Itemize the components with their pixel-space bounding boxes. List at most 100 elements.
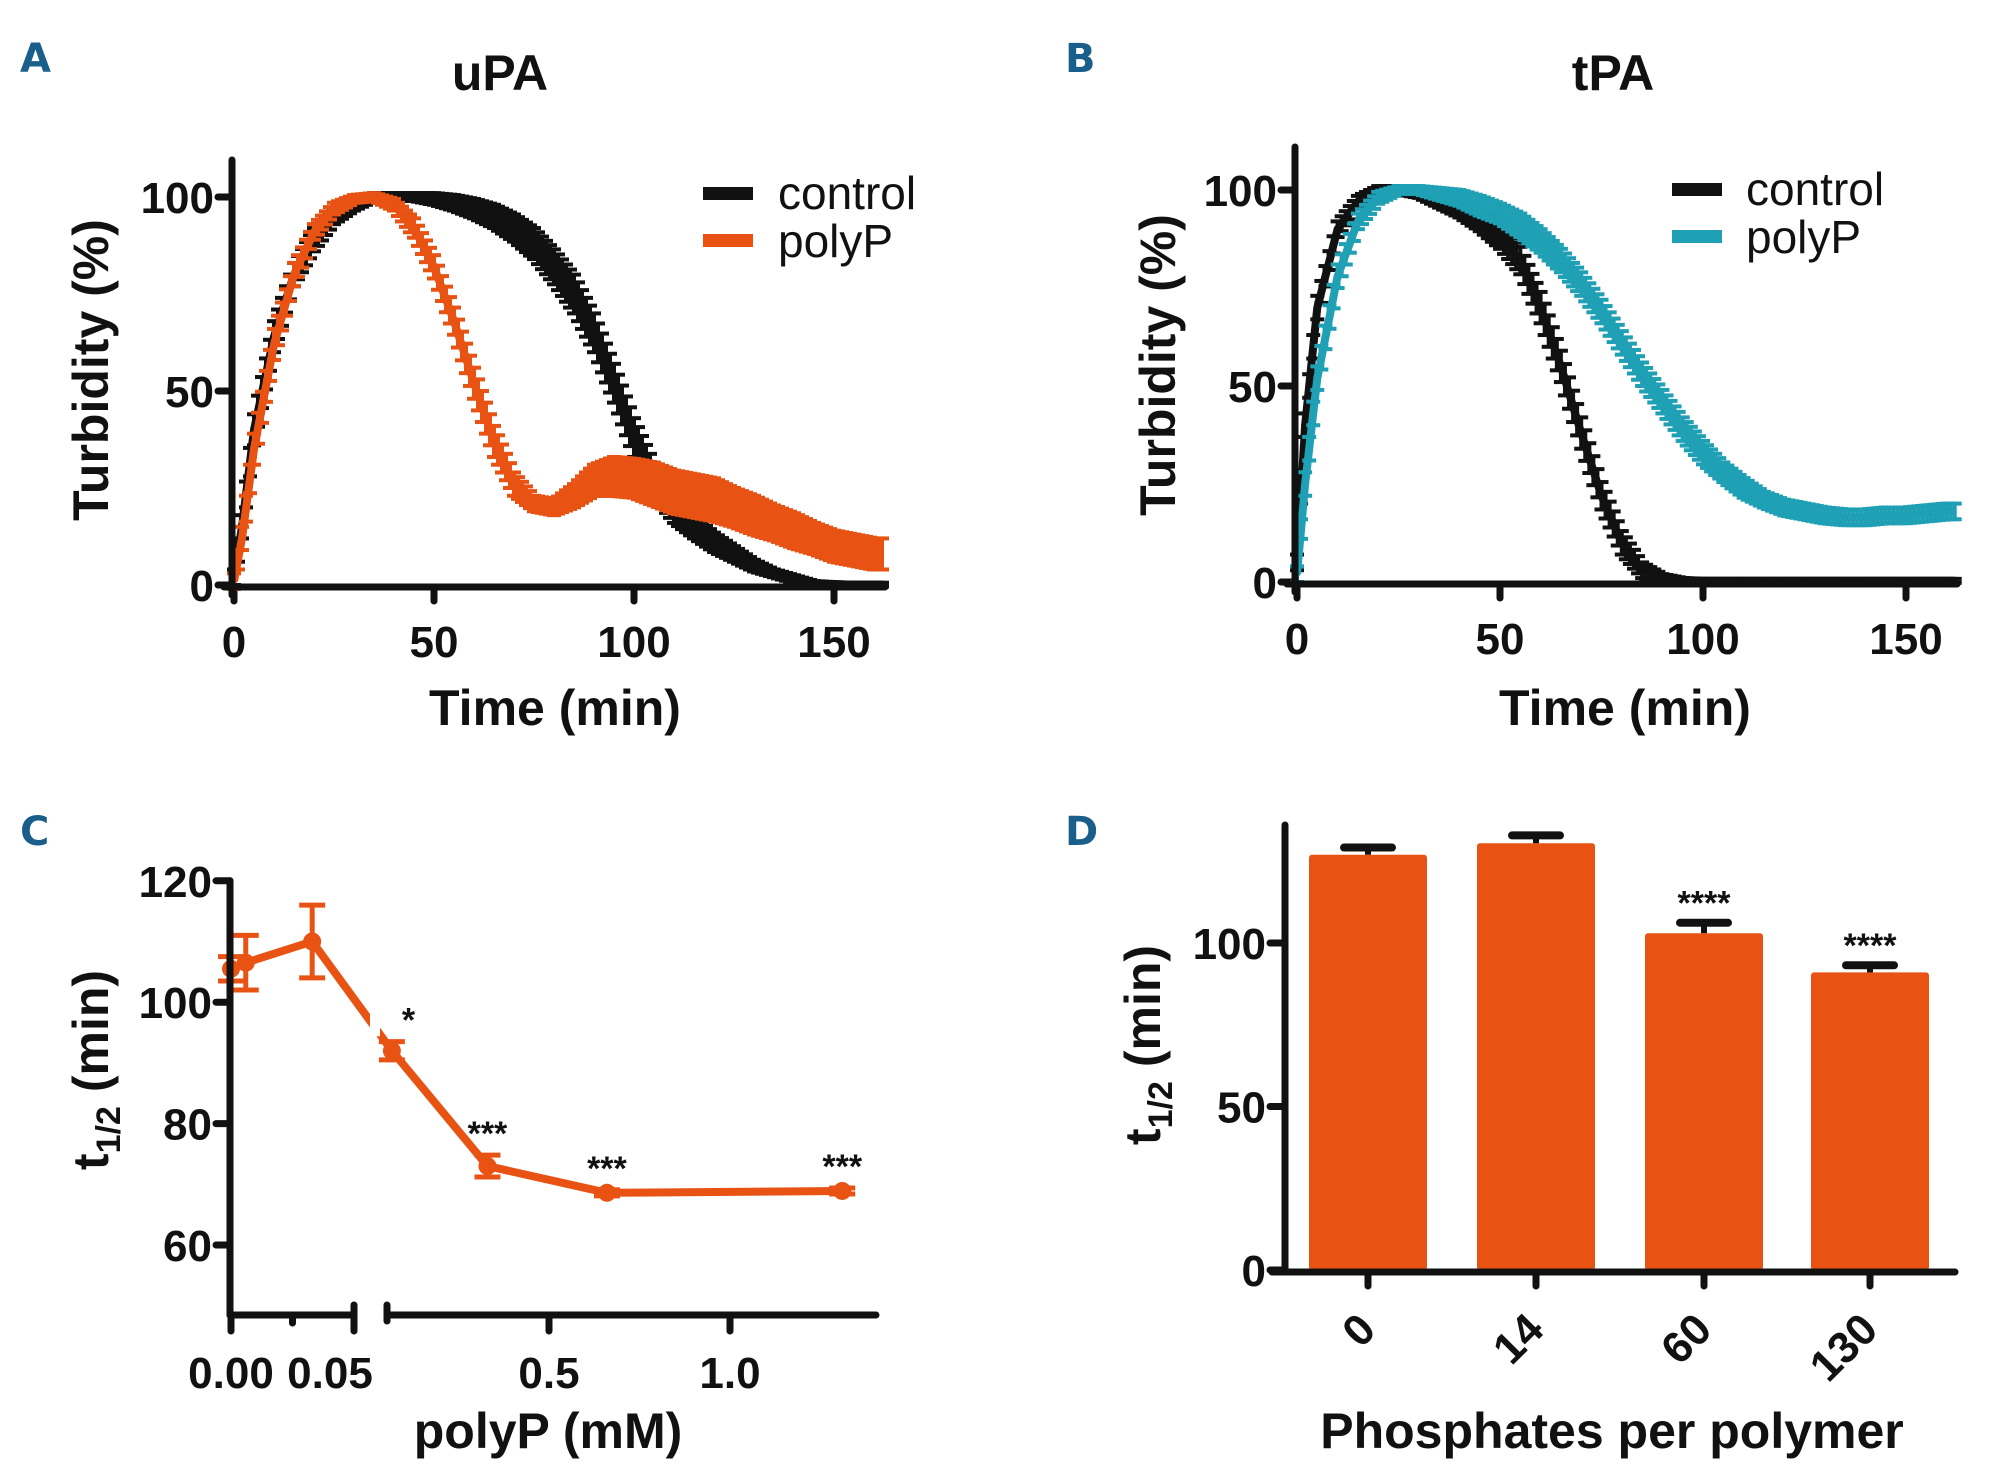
panel-a-title: uPA	[452, 45, 548, 101]
x-tick-label: 100	[1666, 615, 1739, 664]
data-point	[631, 434, 637, 441]
panel-a-x-axis-title: Time (min)	[429, 680, 681, 736]
data-point	[1618, 539, 1625, 546]
data-point	[597, 1183, 616, 1202]
data-point	[791, 576, 797, 583]
data-point	[771, 570, 777, 577]
data-point	[811, 535, 817, 542]
axis-break-gap	[370, 1008, 380, 1037]
data-point	[1598, 308, 1605, 315]
x-tick-label: 14	[1484, 1304, 1554, 1374]
data-point	[491, 438, 497, 445]
panel-b-turbidity-tpa: B tPA Turbidity (%) Time (min) 0 50 100 150…	[1065, 36, 1962, 736]
panel-d-x-axis-title: Phosphates per polymer	[1320, 1403, 1904, 1459]
data-point	[511, 225, 517, 232]
data-point	[531, 500, 537, 507]
x-tick-label: 0.05	[287, 1349, 373, 1398]
panel-letter-b: B	[1065, 36, 1096, 82]
panel-c-half-lysis-vs-concentration: C t1/2 (min) polyP (mM) 0.00 0.05 0.5 1.0 60…	[20, 809, 880, 1459]
data-point	[711, 496, 717, 503]
panel-c-y-axis-title-sub: 1/2	[90, 1106, 128, 1153]
panel-c-x-axis-segment-1	[226, 1301, 358, 1333]
data-point	[571, 492, 577, 499]
data-point	[591, 329, 597, 336]
panel-b-legend: control polyP	[1672, 163, 1884, 263]
data-point	[751, 562, 757, 569]
x-tick-label: 0	[222, 618, 246, 667]
x-tick-label: 150	[1869, 615, 1942, 664]
x-tick-label: 60	[1652, 1304, 1721, 1373]
legend-label-polyp: polyP	[778, 215, 893, 267]
panel-d-y-ticks: 0 50 100	[1193, 920, 1289, 1296]
data-point	[1334, 226, 1341, 233]
data-point	[1618, 339, 1625, 346]
data-point	[1354, 218, 1361, 225]
data-point	[1517, 222, 1524, 229]
x-tick-label: 0	[1333, 1304, 1385, 1356]
data-point	[1517, 257, 1524, 264]
data-point	[1801, 508, 1808, 515]
data-point	[471, 205, 477, 212]
data-point	[391, 201, 397, 208]
data-point	[631, 475, 637, 482]
panel-c-y-axis-title: t1/2 (min)	[63, 970, 128, 1170]
data-point	[1497, 234, 1503, 241]
panel-a-y-axis-title: Turbidity (%)	[63, 219, 119, 521]
bar-0	[1309, 854, 1427, 1270]
data-point	[1476, 202, 1483, 209]
legend-swatch-control	[1672, 183, 1722, 196]
data-point	[1679, 426, 1686, 433]
panel-c-x-ticks: 0.00 0.05 0.5 1.0	[188, 1311, 761, 1398]
significance-label: ****	[1844, 927, 1898, 965]
x-tick-label: 150	[797, 618, 870, 667]
panel-letter-d: D	[1065, 809, 1098, 855]
data-point	[591, 477, 597, 484]
data-point	[491, 213, 497, 220]
data-point	[236, 953, 255, 972]
data-point	[251, 446, 257, 453]
x-tick-label: 100	[597, 618, 670, 667]
data-point	[471, 380, 477, 387]
y-tick-label: 100	[139, 979, 212, 1028]
significance-label: ****	[1678, 885, 1732, 923]
panel-d-half-lysis-by-chain-length: D t1/2 (min) Phosphates per polymer 0 14 60…	[1065, 809, 1959, 1459]
panel-c-y-axis-title-unit: (min)	[63, 970, 119, 1092]
data-point	[651, 481, 657, 488]
data-point	[239, 535, 245, 542]
data-point	[731, 550, 737, 557]
data-point	[1903, 512, 1909, 519]
data-point	[1639, 567, 1646, 574]
bar-60	[1645, 933, 1763, 1270]
y-tick-label: 50	[1228, 363, 1277, 412]
data-point	[1302, 481, 1309, 487]
legend-swatch-control	[703, 187, 753, 200]
panel-c-x-axis-title: polyP (mM)	[414, 1403, 683, 1459]
data-point	[451, 318, 457, 325]
y-tick-label: 100	[1204, 167, 1277, 216]
data-point	[331, 205, 337, 212]
data-point	[1598, 492, 1605, 499]
y-tick-label: 100	[141, 174, 214, 223]
x-tick-label: 0.5	[518, 1349, 579, 1398]
data-point	[291, 271, 297, 278]
data-point	[671, 488, 677, 495]
data-point	[1578, 281, 1585, 288]
x-tick-label: 130	[1801, 1304, 1888, 1391]
data-point	[1537, 237, 1544, 244]
data-point	[1943, 508, 1950, 515]
panel-d-y-axis-title-main: t	[1115, 1128, 1171, 1145]
data-point	[1557, 257, 1564, 264]
panel-d-y-axis-title-sub: 1/2	[1142, 1081, 1180, 1128]
panel-c-y-axis-title-main: t	[63, 1153, 119, 1170]
data-point	[551, 504, 557, 511]
data-point	[691, 492, 697, 499]
significance-label: ***	[822, 1148, 862, 1186]
x-tick-label: 50	[1476, 615, 1525, 664]
panel-d-y-axis-title: t1/2 (min)	[1115, 945, 1180, 1145]
y-tick-label: 100	[1193, 920, 1266, 969]
significance-label: ***	[587, 1150, 627, 1188]
significance-label: *	[402, 1002, 416, 1040]
x-tick-label: 0	[1285, 615, 1309, 664]
data-point	[531, 240, 537, 247]
